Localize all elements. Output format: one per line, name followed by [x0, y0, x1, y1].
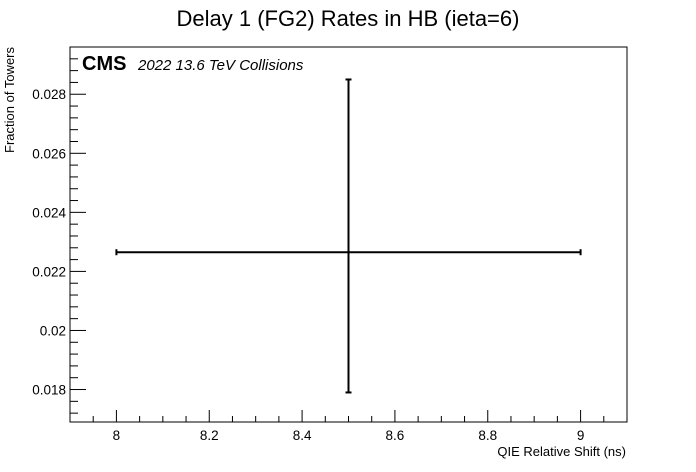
- y-tick-label: 0.026: [32, 146, 66, 161]
- x-tick-label: 8: [113, 428, 121, 443]
- x-tick-label: 8.6: [386, 428, 405, 443]
- y-tick-label: 0.024: [32, 205, 66, 220]
- x-axis-ticks: [69, 410, 628, 422]
- data-point: [347, 251, 350, 254]
- x-tick-label: 9: [577, 428, 585, 443]
- x-tick-label: 8.2: [200, 428, 219, 443]
- y-axis-ticks: [70, 46, 86, 414]
- cms-sublabel: 2022 13.6 TeV Collisions: [137, 57, 304, 74]
- y-tick-label: 0.02: [40, 323, 66, 338]
- x-tick-label: 8.4: [293, 428, 312, 443]
- data-points: [115, 78, 582, 394]
- x-axis-tick-labels: 8 8.2 8.4 8.6 8.8 9: [113, 428, 585, 443]
- x-axis-label: QIE Relative Shift (ns): [497, 444, 626, 459]
- chart-title: Delay 1 (FG2) Rates in HB (ieta=6): [177, 6, 520, 31]
- y-tick-label: 0.028: [32, 87, 66, 102]
- x-tick-label: 8.8: [478, 428, 497, 443]
- y-axis-label: Fraction of Towers: [2, 47, 17, 153]
- y-axis-tick-labels: 0.018 0.02 0.022 0.024 0.026 0.028: [32, 87, 66, 397]
- cms-label: CMS: [82, 53, 126, 75]
- y-tick-label: 0.022: [32, 264, 66, 279]
- y-tick-label: 0.018: [32, 383, 66, 398]
